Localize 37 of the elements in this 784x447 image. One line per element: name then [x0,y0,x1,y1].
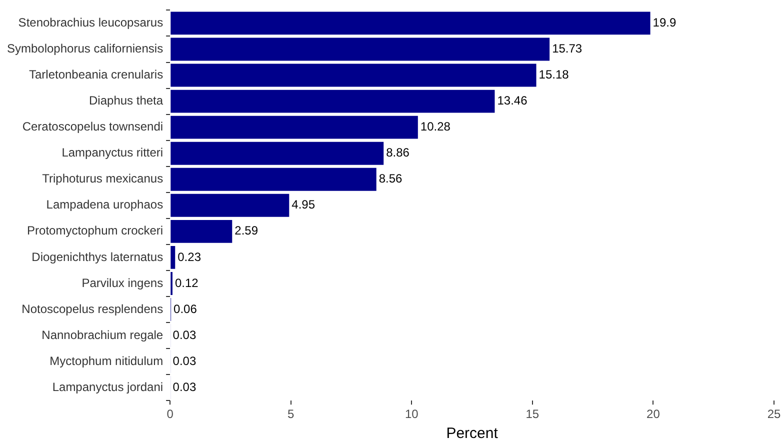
y-tick-label: Lampanyctus ritteri [62,146,164,160]
data-label: 4.95 [292,198,316,212]
data-label: 2.59 [234,224,258,238]
data-label: 8.56 [378,172,403,186]
data-label: 13.46 [497,94,528,108]
data-label: 0.03 [172,354,196,368]
y-tick-label: Protomyctophum crockeri [27,224,164,238]
y-tick-label: Notoscopelus resplendens [22,302,164,316]
data-label: 0.23 [178,250,202,264]
y-tick-label: Myctophum nitidulum [50,354,164,368]
y-tick-label: Stenobrachius leucopsarus [18,16,164,30]
data-label: 15.18 [538,68,570,82]
x-tick-label: 0 [166,407,174,422]
y-tick-label: Parvilux ingens [82,276,164,290]
y-tick-label: Diaphus theta [89,94,164,108]
x-tick-label: 5 [288,407,295,422]
data-label: 10.28 [420,120,451,134]
data-label: 19.9 [652,16,676,30]
data-label: 15.73 [552,42,582,56]
x-tick-label: 25 [767,407,781,422]
data-label: 0.03 [172,328,196,342]
y-tick-label: Tarletonbeania crenularis [28,68,164,82]
y-tick-label: Symbolophorus californiensis [7,42,164,56]
y-tick-label: Ceratoscopelus townsendi [22,120,164,134]
y-tick-label: Lampanyctus jordani [52,380,164,394]
x-axis-title: Percent [446,425,499,442]
x-tick-label: 10 [404,407,419,422]
data-label: 8.86 [386,146,410,160]
y-tick-label: Triphoturus mexicanus [42,172,164,186]
data-label: 0.03 [172,380,196,394]
data-label: 0.12 [174,276,199,290]
y-tick-label: Diogenichthys laternatus [32,250,164,264]
data-label: 0.06 [174,302,198,316]
x-tick-label: 20 [646,407,660,422]
y-tick-label: Lampadena urophaos [46,198,164,212]
y-tick-label: Nannobrachium regale [42,328,164,342]
x-tick-label: 15 [526,407,540,422]
